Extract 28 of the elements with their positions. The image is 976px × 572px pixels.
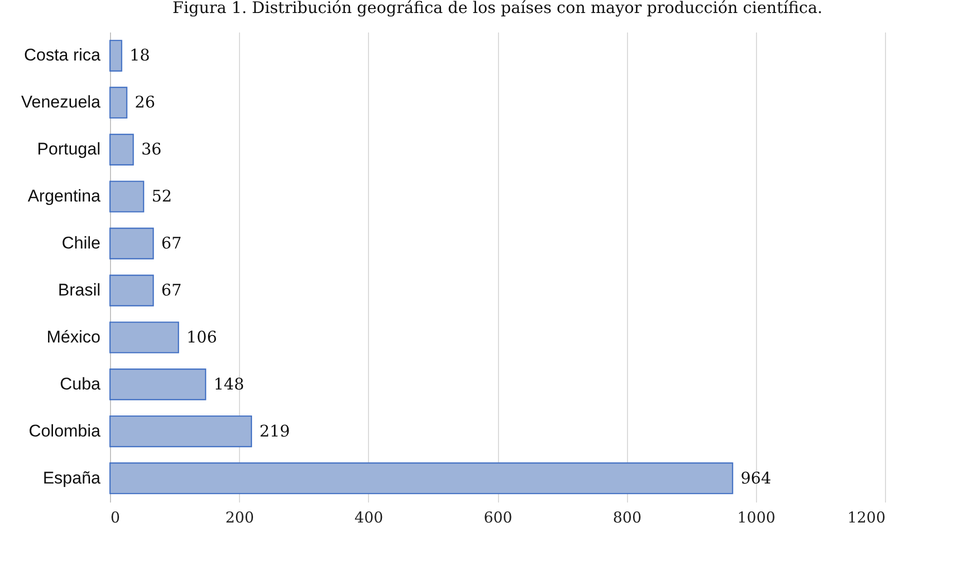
data-label: 219 <box>259 421 290 440</box>
data-label: 106 <box>186 327 218 346</box>
y-tick-label: Cuba <box>60 374 102 394</box>
x-tick-label: 200 <box>225 508 254 526</box>
x-tick-label: 1200 <box>847 508 886 526</box>
y-tick-label: Argentina <box>28 186 102 206</box>
data-label: 964 <box>740 468 772 488</box>
y-tick-label: Colombia <box>28 421 102 440</box>
y-tick-label: México <box>46 327 100 346</box>
x-tick-label: 1000 <box>737 508 776 526</box>
y-tick-label: Venezuela <box>21 92 102 112</box>
y-tick-label: Costa rica <box>24 46 102 65</box>
data-label: 26 <box>134 92 156 112</box>
data-label: 52 <box>152 186 172 206</box>
y-tick-label: Portugal <box>37 140 100 159</box>
x-tick-label: 0 <box>110 508 120 526</box>
x-tick-label: 800 <box>612 508 642 526</box>
x-tick-label: 600 <box>484 508 512 526</box>
data-label: 36 <box>141 140 162 159</box>
data-label: 67 <box>161 234 182 253</box>
y-tick-label: Brasil <box>58 280 100 300</box>
data-label: 67 <box>161 280 182 300</box>
y-tick-label: Chile <box>62 234 100 253</box>
x-tick-label: 400 <box>354 508 384 526</box>
data-label: 18 <box>130 46 150 65</box>
y-tick-label: España <box>42 468 102 488</box>
data-label: 148 <box>214 374 244 394</box>
chart-title: Figura 1. Distribución geográfica de los países con mayor producción científica. <box>172 0 823 17</box>
